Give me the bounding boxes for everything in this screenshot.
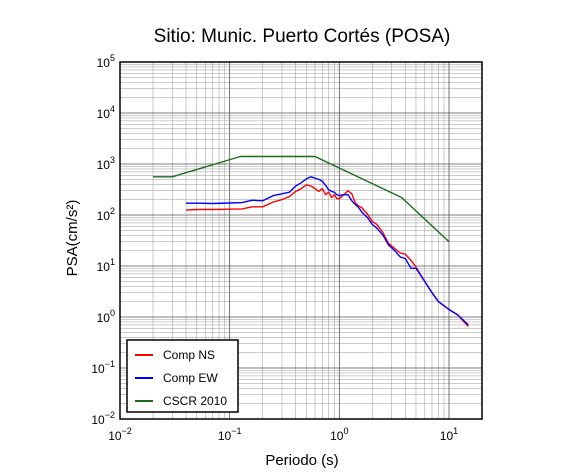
legend-label: Comp NS: [163, 348, 215, 362]
x-tick-label: 10−1: [218, 426, 242, 443]
y-tick-label: 104: [97, 104, 115, 121]
y-tick-label: 100: [97, 308, 115, 325]
series-line-comp-ew: [186, 176, 469, 326]
y-tick-label: 10−2: [91, 410, 115, 427]
legend-label: Comp EW: [163, 371, 218, 385]
x-axis-label: Periodo (s): [265, 452, 338, 469]
series-layer: [153, 155, 469, 327]
x-tick-label: 101: [440, 426, 458, 443]
plot-frame: [119, 61, 483, 420]
y-axis-label: PSA(cm/s²): [64, 200, 81, 277]
x-tick-label: 100: [330, 426, 348, 443]
y-tick-label: 10−1: [91, 359, 115, 376]
y-tick-label: 101: [97, 257, 115, 274]
y-tick-label: 102: [97, 206, 115, 223]
chart-title: Sitio: Munic. Puerto Cortés (POSA): [154, 26, 451, 47]
y-tick-labels: 10−2 10−1 100 101 102 103 104 105: [91, 53, 115, 427]
legend: Comp NS Comp EW CSCR 2010: [126, 339, 239, 413]
minor-grid: [120, 62, 483, 419]
x-tick-labels: 10−2 10−1 100 101: [108, 426, 458, 443]
y-tick-label: 103: [97, 155, 115, 172]
series-line-cscr-2010: [153, 155, 450, 243]
series-line-comp-ns: [185, 184, 469, 327]
y-tick-label: 105: [97, 53, 115, 70]
legend-label: CSCR 2010: [163, 394, 227, 408]
x-tick-label: 10−2: [108, 426, 132, 443]
